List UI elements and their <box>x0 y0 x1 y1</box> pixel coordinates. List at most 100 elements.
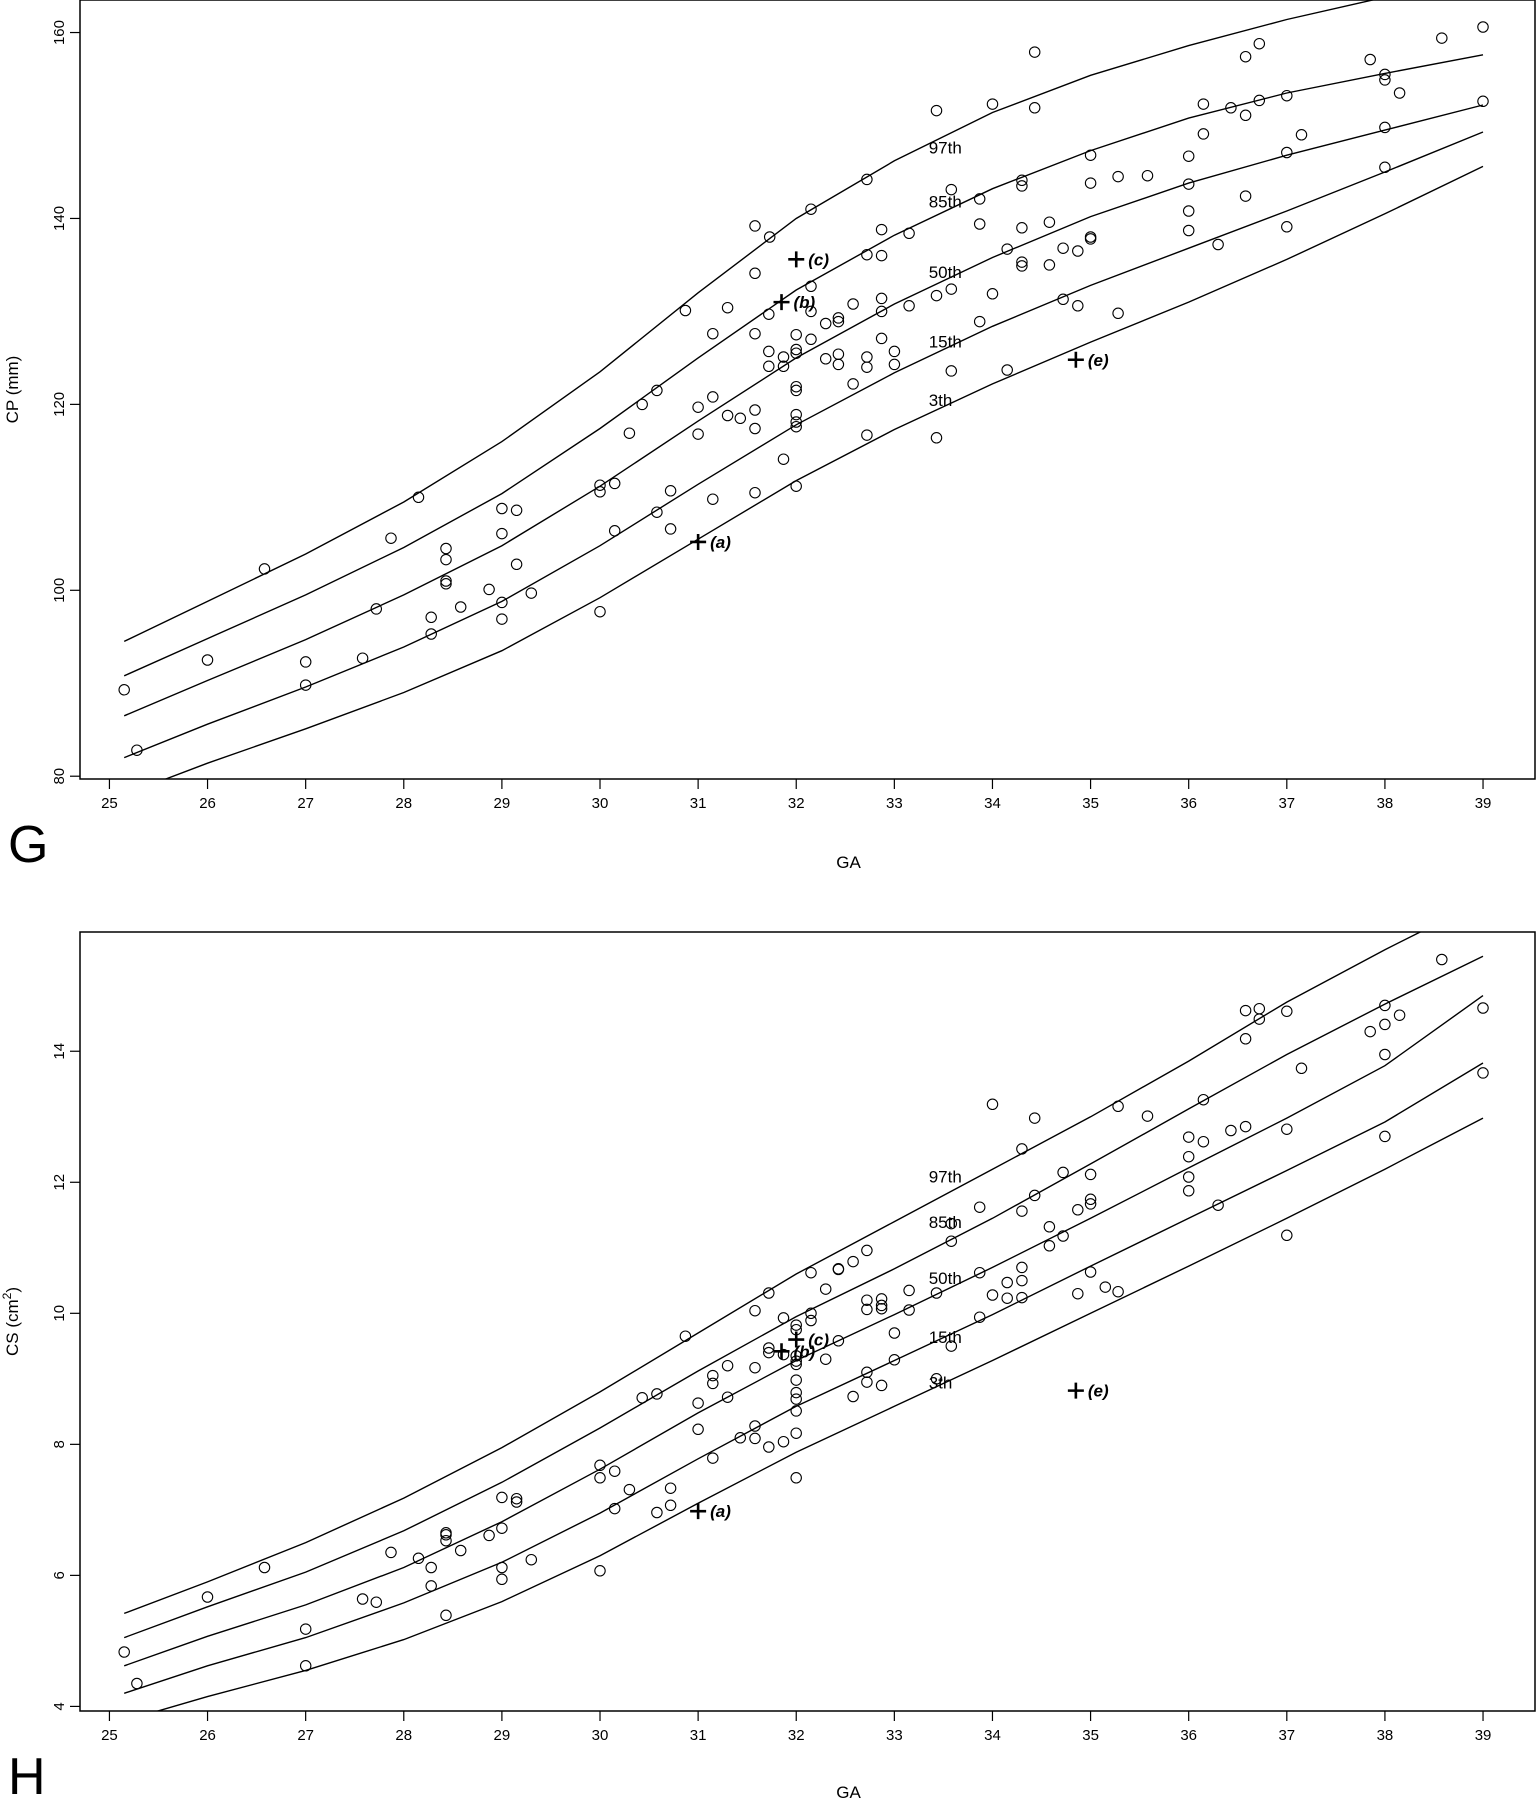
data-point <box>1084 1198 1097 1210</box>
x-tick-label: 34 <box>984 795 1001 812</box>
data-point <box>1477 1002 1489 1014</box>
data-point <box>819 1283 832 1295</box>
data-point <box>861 1376 873 1388</box>
data-point <box>425 611 437 624</box>
data-point <box>1253 1002 1266 1015</box>
data-point <box>594 486 606 498</box>
data-point <box>986 1289 999 1301</box>
data-point <box>1001 364 1013 376</box>
data-point <box>1197 1093 1210 1106</box>
data-point <box>1057 293 1069 306</box>
x-tick-label: 27 <box>297 1727 314 1744</box>
data-point <box>454 1544 467 1557</box>
data-point <box>790 343 802 356</box>
data-point <box>1084 149 1097 161</box>
data-point <box>875 292 888 305</box>
data-point <box>385 1546 397 1559</box>
data-point <box>1239 190 1252 202</box>
data-point <box>1112 1100 1124 1113</box>
data-point <box>1043 1221 1056 1233</box>
y-axis-title-tail: ) <box>3 1287 22 1293</box>
data-point <box>930 104 943 117</box>
data-point <box>1112 1285 1124 1298</box>
data-point <box>888 1354 901 1366</box>
data-point <box>440 1609 452 1622</box>
case-label: (c) <box>808 250 829 269</box>
x-tick-label: 29 <box>494 1727 511 1744</box>
data-point <box>790 1472 802 1484</box>
data-point <box>930 1287 943 1299</box>
data-point <box>1057 1166 1069 1179</box>
x-tick-label: 30 <box>592 1727 609 1744</box>
x-tick-label: 37 <box>1278 795 1295 812</box>
centile-curve-50th <box>123 995 1484 1667</box>
data-point <box>1001 1276 1013 1289</box>
x-tick-label: 31 <box>690 795 707 812</box>
centile-curve-85th <box>123 54 1484 677</box>
data-point <box>440 553 452 566</box>
case-label: (b) <box>794 1342 816 1361</box>
data-point <box>496 527 508 540</box>
data-point <box>749 220 761 232</box>
data-point <box>483 1529 495 1542</box>
data-point <box>847 1255 859 1268</box>
x-tick-label: 35 <box>1082 795 1099 812</box>
data-point <box>1072 1204 1084 1216</box>
data-point <box>131 744 143 756</box>
data-point <box>875 1379 888 1392</box>
data-point <box>790 328 802 341</box>
data-point <box>903 300 915 312</box>
data-point <box>608 477 621 490</box>
data-point <box>1043 216 1056 228</box>
data-point <box>707 1377 719 1390</box>
data-point <box>1239 109 1252 122</box>
data-point <box>1379 1130 1391 1143</box>
data-point <box>819 317 832 330</box>
x-tick-label: 39 <box>1475 1727 1492 1744</box>
data-point <box>664 1482 677 1494</box>
data-point <box>1057 242 1069 254</box>
data-point <box>749 486 761 499</box>
data-point <box>721 1359 734 1372</box>
data-point <box>608 1502 621 1515</box>
data-point <box>749 1361 761 1374</box>
data-point <box>131 1677 143 1690</box>
data-point <box>258 563 271 575</box>
data-point <box>707 327 719 340</box>
x-axis-title: GA <box>836 853 861 872</box>
data-point <box>692 1423 704 1436</box>
data-point <box>1239 1120 1252 1133</box>
data-point <box>832 358 845 371</box>
data-point <box>1281 1005 1293 1018</box>
data-point <box>1239 50 1252 63</box>
data-point <box>888 1327 901 1339</box>
x-tick-label: 38 <box>1377 795 1394 812</box>
data-point <box>1043 259 1056 271</box>
data-point <box>496 613 508 625</box>
data-point <box>1295 129 1308 141</box>
data-point <box>888 358 901 371</box>
data-point <box>1379 999 1391 1012</box>
x-tick-label: 37 <box>1278 1727 1295 1744</box>
data-point <box>385 532 397 544</box>
data-point <box>1072 1287 1084 1300</box>
data-point <box>734 412 747 425</box>
y-tick-label: 12 <box>51 1174 68 1191</box>
data-point <box>763 345 775 358</box>
x-tick-label: 31 <box>690 1727 707 1744</box>
data-point <box>945 1217 958 1230</box>
case-marker <box>773 1343 790 1360</box>
centile-label: 85th <box>929 192 962 211</box>
case-marker <box>1067 351 1084 368</box>
centile-label: 85th <box>929 1213 962 1232</box>
case-marker <box>773 294 790 311</box>
data-point <box>1379 68 1391 81</box>
x-tick-label: 26 <box>199 795 216 812</box>
data-point <box>594 479 606 491</box>
data-point <box>1084 1168 1097 1181</box>
data-point <box>945 183 958 196</box>
data-point <box>945 1235 958 1247</box>
data-point <box>790 1319 802 1331</box>
x-tick-label: 36 <box>1180 1727 1197 1744</box>
